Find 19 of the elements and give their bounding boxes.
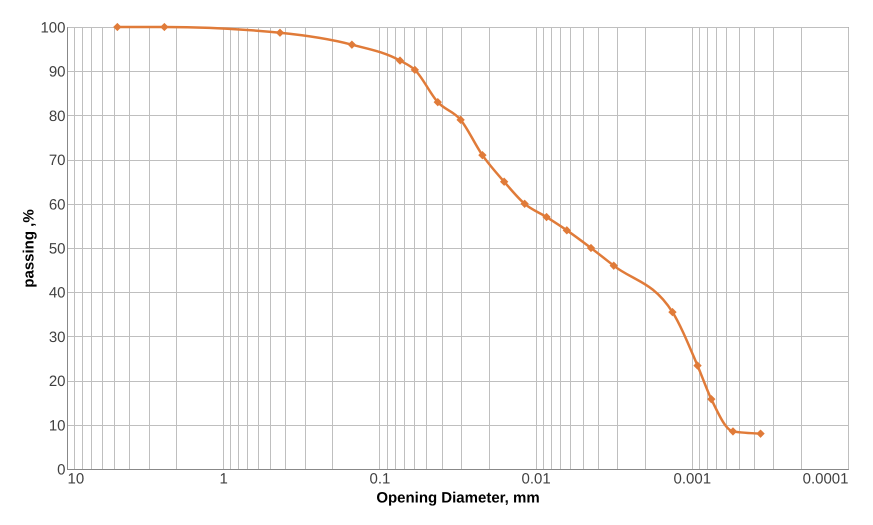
x-tick-label: 0.01 bbox=[522, 470, 551, 488]
x-tick-label: 0.1 bbox=[369, 470, 390, 488]
y-axis-title: passing ,% bbox=[20, 209, 38, 288]
x-axis-title: Opening Diameter, mm bbox=[376, 490, 540, 506]
y-tick-label: 60 bbox=[48, 196, 66, 214]
y-tick-label: 90 bbox=[48, 64, 66, 81]
y-tick-label: 50 bbox=[48, 240, 66, 258]
y-tick-label: 0 bbox=[57, 462, 66, 478]
x-tick-label: 0.001 bbox=[674, 470, 712, 488]
y-tick-label: 100 bbox=[40, 20, 66, 36]
y-tick-label: 40 bbox=[48, 284, 66, 302]
y-tick-label: 30 bbox=[48, 328, 66, 346]
y-tick-label: 10 bbox=[48, 417, 66, 434]
x-tick-label: 1 bbox=[220, 470, 228, 488]
x-tick-label: 0.0001 bbox=[802, 470, 848, 488]
y-tick-label: 20 bbox=[48, 373, 66, 390]
y-tick-label: 70 bbox=[48, 152, 66, 170]
x-tick-label: 10 bbox=[68, 470, 84, 488]
y-tick-label: 80 bbox=[48, 108, 66, 125]
